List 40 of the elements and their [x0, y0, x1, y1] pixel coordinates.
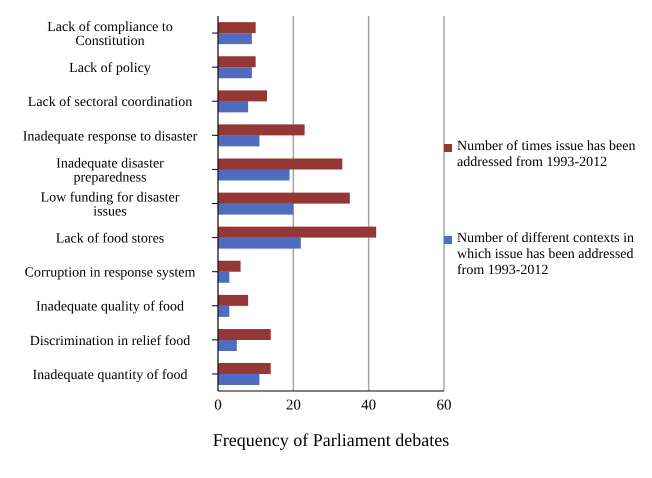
x-tick-label: 40	[361, 398, 376, 414]
bar	[218, 135, 260, 146]
y-tick-label: Inadequate response to disaster	[22, 129, 198, 144]
bar	[218, 238, 301, 249]
x-tick-label: 0	[214, 398, 222, 414]
y-tick-label: Lack of compliance to Constitution	[47, 20, 173, 50]
bar	[218, 192, 350, 204]
bar	[218, 124, 305, 136]
bar	[218, 272, 230, 283]
bar	[218, 363, 271, 374]
bar	[218, 22, 256, 34]
legend-label: Number of different contexts in which issue has been addressed from 1993-2012	[457, 231, 636, 279]
y-tick-label: Low funding for disaster issues	[40, 190, 180, 220]
bar	[218, 90, 267, 102]
bar	[218, 294, 248, 306]
bar	[218, 170, 290, 180]
legend-label: Number of times issue has been addressed from 1993-2012	[457, 139, 636, 171]
y-tick-label: Lack of sectoral coordination	[28, 95, 192, 110]
y-tick-label: Lack of policy	[69, 61, 151, 76]
y-tick-label: Inadequate quantity of food	[32, 368, 188, 383]
bar	[218, 306, 230, 317]
bar	[218, 260, 241, 272]
bar	[218, 158, 342, 170]
x-axis-title: Frequency of Parliament debates	[212, 430, 450, 450]
bar	[218, 328, 271, 340]
bar	[218, 101, 248, 112]
bar	[218, 340, 237, 351]
y-tick-label: Corruption in response system	[24, 266, 196, 281]
bar	[218, 56, 256, 68]
bar	[218, 374, 260, 386]
x-tick-label: 20	[286, 398, 301, 414]
y-tick-label: Inadequate disaster preparedness	[56, 156, 164, 186]
bar	[218, 67, 252, 78]
bar	[218, 204, 294, 215]
y-tick-label: Inadequate quality of food	[36, 300, 184, 315]
bar	[218, 33, 252, 44]
y-tick-label: Lack of food stores	[56, 232, 164, 247]
bar	[218, 226, 376, 238]
x-tick-label: 60	[436, 398, 452, 414]
y-tick-label: Discrimination in relief food	[30, 334, 190, 349]
